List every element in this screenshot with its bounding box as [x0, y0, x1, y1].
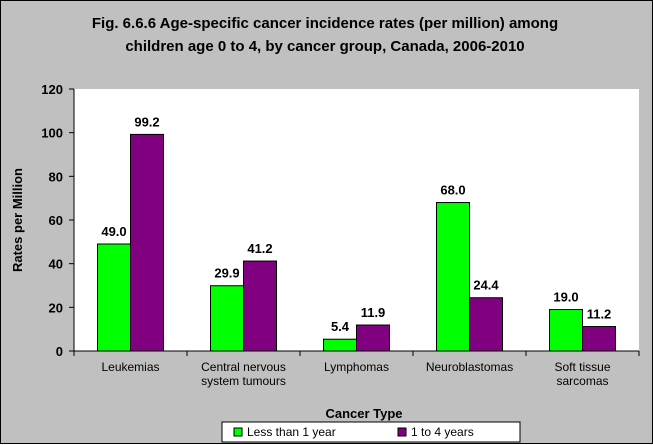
bar-neuroblastomas-less-than-1-year	[436, 202, 470, 352]
bar-lymphomas-1-to-4-years	[356, 324, 390, 352]
legend-box	[221, 421, 521, 443]
x-tick-label-lymphomas: Lymphomas	[324, 360, 389, 374]
y-tick-label: 80	[49, 169, 63, 184]
y-tick-label: 60	[49, 213, 63, 228]
value-label-lymphomas-1-to-4-years: 11.9	[361, 305, 386, 320]
x-axis-label: Cancer Type	[325, 406, 402, 421]
y-tick-label: 20	[49, 300, 63, 315]
value-label-neuroblastomas-1-to-4-years: 24.4	[473, 278, 499, 293]
value-label-soft-tissue-sarcomas-less-than-1-year: 19.0	[553, 290, 578, 305]
value-label-central-nervous-system-tumours-less-than-1-year: 29.9	[214, 266, 239, 281]
y-tick-label: 100	[41, 126, 63, 141]
value-label-soft-tissue-sarcomas-1-to-4-years: 11.2	[587, 307, 612, 322]
value-label-leukemias-less-than-1-year: 49.0	[101, 224, 126, 239]
bar-neuroblastomas-1-to-4-years	[469, 297, 503, 352]
legend: Less than 1 year 1 to 4 years	[221, 421, 521, 443]
value-label-leukemias-1-to-4-years: 99.2	[134, 114, 159, 129]
bar-lymphomas-less-than-1-year	[323, 338, 357, 352]
chart-title-line-2: children age 0 to 4, by cancer group, Ca…	[125, 38, 524, 55]
x-tick-label-neuroblastomas: Neuroblastomas	[426, 360, 513, 374]
y-tick-label: 40	[49, 257, 63, 272]
x-tick-label-leukemias: Leukemias	[101, 360, 159, 374]
y-axis-label: Rates per Million	[10, 168, 25, 272]
value-label-neuroblastomas-less-than-1-year: 68.0	[440, 183, 465, 198]
bar-soft-tissue-sarcomas-less-than-1-year	[549, 309, 583, 352]
x-tick-label-soft-tissue-sarcomas: Soft tissue sarcomas	[554, 360, 610, 388]
y-tick-label: 0	[56, 344, 63, 359]
legend-label-less-than-1-year: Less than 1 year	[247, 425, 336, 439]
bar-soft-tissue-sarcomas-1-to-4-years	[582, 326, 616, 352]
x-tick-label-central-nervous-system-tumours: Central nervous system tumours	[201, 360, 286, 388]
value-label-lymphomas-less-than-1-year: 5.4	[331, 319, 350, 334]
y-tick-label: 120	[41, 82, 63, 97]
bar-central-nervous-system-tumours-1-to-4-years	[243, 260, 277, 352]
chart-title-line-1: Fig. 6.6.6 Age-specific cancer incidence…	[92, 15, 558, 32]
value-label-central-nervous-system-tumours-1-to-4-years: 41.2	[247, 241, 272, 256]
legend-swatch-1-to-4-years	[397, 427, 407, 437]
legend-label-1-to-4-years: 1 to 4 years	[411, 425, 474, 439]
bar-leukemias-less-than-1-year	[97, 243, 131, 352]
legend-swatch-less-than-1-year	[233, 427, 243, 437]
plot-area	[74, 89, 639, 351]
bar-central-nervous-system-tumours-less-than-1-year	[210, 285, 244, 352]
bar-leukemias-1-to-4-years	[130, 133, 164, 352]
